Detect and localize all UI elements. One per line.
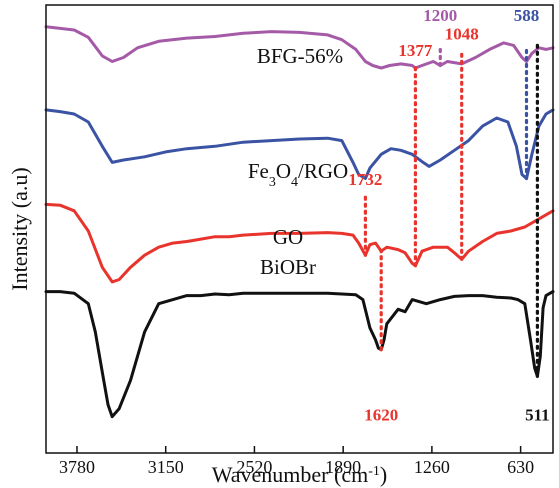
x-tick-label-2520: 2520 xyxy=(236,457,272,477)
series-layer xyxy=(44,25,555,419)
x-axis-title: Wavenumber (cm-1) xyxy=(212,462,387,487)
series-label-biobr: BiOBr xyxy=(260,255,316,279)
series-line-bfg-56 xyxy=(44,25,555,70)
peak-label-1620: 1620 xyxy=(364,406,398,425)
label-layer: BFG-56% Fe3O4/RGO GO BiOBr 1200 588 1377 1048 17… xyxy=(248,6,550,425)
series-line-biobr xyxy=(44,290,555,419)
x-tick-label-1890: 1890 xyxy=(325,457,361,477)
series-label-go: GO xyxy=(273,225,303,249)
series-label-fe3o4-rgo: Fe3O4/RGO xyxy=(248,159,348,190)
axis-layer: 3780 3150 2520 1890 1260 630 Wavenumber (cm-1)… xyxy=(7,4,554,487)
plot-frame xyxy=(45,4,554,454)
peak-label-588: 588 xyxy=(514,6,540,25)
series-label-bfg-56: BFG-56% xyxy=(257,44,343,68)
peak-label-511: 511 xyxy=(525,406,550,425)
x-tick-label-1260: 1260 xyxy=(414,457,450,477)
x-tick-label-3780: 3780 xyxy=(59,457,95,477)
series-line-fe3o4-rgo xyxy=(44,108,555,180)
peak-label-1377: 1377 xyxy=(398,41,433,60)
x-tick-label-630: 630 xyxy=(507,457,534,477)
y-axis-title: Intensity (a.u) xyxy=(7,167,32,290)
x-tick-label-3150: 3150 xyxy=(148,457,184,477)
peak-label-1732: 1732 xyxy=(348,170,382,189)
peak-label-1048: 1048 xyxy=(445,25,479,44)
peak-label-1200: 1200 xyxy=(423,6,457,25)
annotation-layer xyxy=(363,39,540,378)
